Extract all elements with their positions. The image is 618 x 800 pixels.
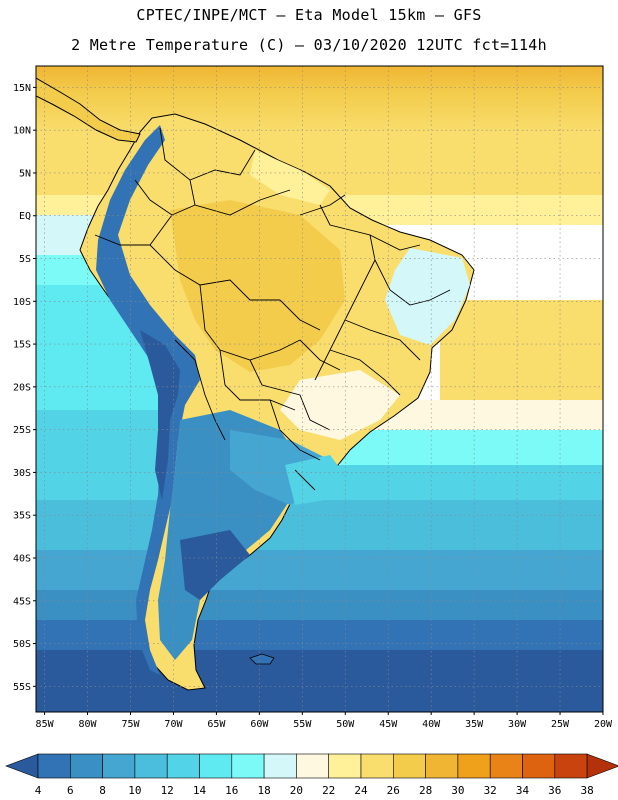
colorbar-level-label: 12: [161, 784, 174, 797]
northeast-brazil-cool: [385, 248, 470, 345]
warm-interior: [170, 200, 345, 372]
colorbar-level-label: 8: [99, 784, 106, 797]
colorbar-swatch: [554, 753, 588, 779]
andes-cold: [96, 125, 200, 675]
lat-tick-label: 30S: [13, 468, 31, 479]
lon-tick-label: 55W: [293, 719, 312, 730]
map-field: [36, 66, 603, 712]
colorbar-swatch: [392, 753, 426, 779]
colorbar-level-label: 38: [580, 784, 593, 797]
colorbar-swatch: [70, 753, 103, 779]
ocean-band-south-12: [36, 500, 603, 555]
colorbar-swatch: [199, 753, 233, 779]
ocean-band-south-10: [36, 550, 603, 595]
colorbar-swatch: [522, 753, 556, 779]
colorbar: 4 6 8 10 12 14 16 18 20 22 24 26 28 30 32 34 36 38: [5, 753, 618, 797]
colorbar-level-label: 4: [35, 784, 42, 797]
lon-tick-label: 45W: [379, 719, 398, 730]
northern-coast-warm: [250, 150, 330, 205]
colorbar-swatch: [102, 753, 136, 779]
colorbar-level-label: 28: [419, 784, 432, 797]
colorbar-swatch: [166, 753, 200, 779]
lon-tick-label: 25W: [551, 719, 570, 730]
colorbar-level-label: 22: [322, 784, 335, 797]
colorbar-level-label: 26: [387, 784, 400, 797]
lon-tick-label: 40W: [422, 719, 441, 730]
lon-tick-label: 60W: [250, 719, 269, 730]
colorbar-swatch: [457, 753, 491, 779]
ocean-band-south-4: [36, 650, 603, 712]
lat-tick-label: 55S: [13, 682, 31, 693]
colorbar-level-label: 16: [225, 784, 238, 797]
colorbar-level-label: 30: [451, 784, 464, 797]
colorbar-level-label: 14: [193, 784, 207, 797]
lon-tick-label: 50W: [336, 719, 355, 730]
colorbar-level-label: 20: [290, 784, 303, 797]
ocean-band-south-8: [36, 590, 603, 625]
colorbar-swatch: [425, 753, 459, 779]
lat-tick-label: 45S: [13, 596, 31, 607]
lat-tick-label: 50S: [13, 639, 31, 650]
ocean-band-14: [36, 410, 176, 470]
lon-tick-label: 75W: [121, 719, 140, 730]
country-borders: [94, 127, 451, 491]
colorbar-level-label: 18: [257, 784, 270, 797]
lat-tick-label: 25S: [13, 425, 31, 436]
colorbar-swatch: [296, 753, 329, 779]
lon-tick-label: 65W: [207, 719, 226, 730]
lon-tick-label: 30W: [508, 719, 527, 730]
chart-title-line1: CPTEC/INPE/MCT – Eta Model 15km – GFS: [136, 6, 482, 24]
colorbar-level-label: 10: [128, 784, 141, 797]
colorbar-level-label: 34: [516, 784, 530, 797]
southeast-brazil-mild: [280, 370, 400, 440]
lat-tick-label: 15N: [13, 83, 31, 94]
colorbar-swatch: [360, 753, 394, 779]
colorbar-swatch: [263, 753, 297, 779]
uruguay-region: [285, 455, 345, 505]
colorbar-swatch: [134, 753, 168, 779]
colorbar-max-arrow: [586, 753, 618, 779]
lon-tick-label: 35W: [465, 719, 484, 730]
lat-tick-label: 35S: [13, 511, 31, 522]
patagonia-cold: [180, 530, 250, 600]
latitude-labels: 15N 10N 5N EQ 5S 10S 15S 20S 25S 30S 35S 40S 45S 50S 5…: [13, 83, 36, 693]
lat-tick-label: 5S: [19, 254, 31, 265]
ocean-band-atlantic-26: [440, 300, 603, 410]
colorbar-swatch: [37, 753, 71, 779]
lat-tick-label: 15S: [13, 340, 31, 351]
chart-title-line2: 2 Metre Temperature (C) – 03/10/2020 12U…: [71, 36, 547, 54]
colorbar-swatch: [231, 753, 265, 779]
central-america: [36, 77, 141, 143]
colorbar-level-label: 32: [484, 784, 497, 797]
longitude-labels: 85W 80W 75W 70W 65W 60W 55W 50W 45W 40W 35W 30W 25W 2…: [36, 712, 613, 730]
map-frame: [35, 65, 604, 713]
lat-tick-label: 5N: [19, 168, 31, 179]
graticule: [36, 66, 604, 712]
colorbar-swatch: [489, 753, 523, 779]
lon-tick-label: 70W: [164, 719, 183, 730]
ocean-band-south-6: [36, 620, 603, 655]
andes-core: [140, 330, 180, 500]
lat-tick-label: 40S: [13, 553, 31, 564]
lat-tick-label: 10S: [13, 297, 31, 308]
lat-tick-label: EQ: [19, 211, 31, 222]
lat-tick-label: 20S: [13, 382, 31, 393]
lon-tick-label: 80W: [79, 719, 98, 730]
colorbar-swatch: [328, 753, 362, 779]
lat-tick-label: 10N: [13, 126, 31, 137]
colorbar-level-label: 24: [354, 784, 368, 797]
lon-tick-label: 20W: [594, 719, 613, 730]
colorbar-min-arrow: [5, 753, 39, 779]
colorbar-level-label: 6: [67, 784, 74, 797]
colorbar-level-label: 36: [548, 784, 561, 797]
falkland-islands: [249, 653, 275, 665]
lon-tick-label: 85W: [36, 719, 55, 730]
